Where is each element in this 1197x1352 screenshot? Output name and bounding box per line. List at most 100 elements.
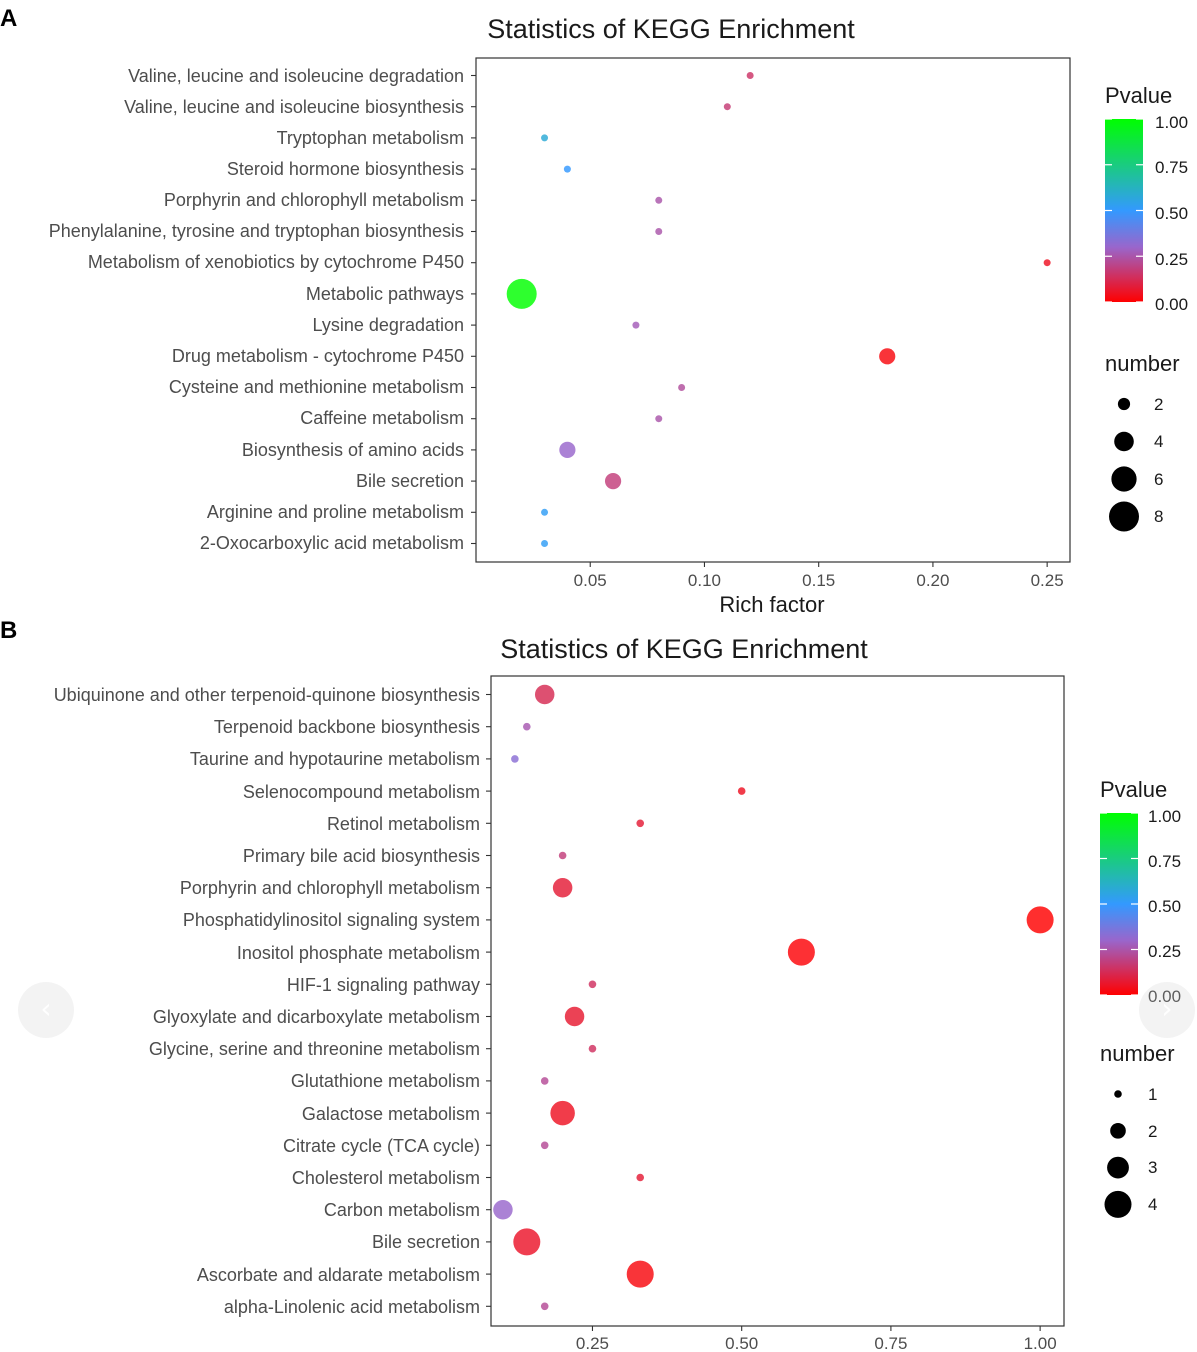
size-legend-label: 6 xyxy=(1154,470,1163,489)
size-legend-label: 3 xyxy=(1148,1158,1157,1177)
number-legend-title: number xyxy=(1100,1041,1175,1066)
size-legend-b xyxy=(1104,1090,1132,1218)
colorbar-labels: 1.00 0.75 0.50 0.25 0.00 xyxy=(1155,113,1188,314)
x-tick-label: 0.25 xyxy=(576,1334,609,1352)
data-point xyxy=(604,473,622,490)
x-axis-label: Rich factor xyxy=(719,592,824,617)
size-legend-dot xyxy=(1109,501,1139,532)
size-legend-dot xyxy=(1117,397,1131,411)
data-point xyxy=(678,384,686,391)
category-labels: Valine, leucine and isoleucine degradati… xyxy=(49,66,464,553)
category-label: Glyoxylate and dicarboxylate metabolism xyxy=(153,1007,480,1027)
data-point xyxy=(513,1228,541,1256)
size-legend-labels: 2 4 6 8 xyxy=(1154,395,1163,526)
category-label: Cholesterol metabolism xyxy=(292,1168,480,1188)
category-label: Metabolic pathways xyxy=(306,284,464,304)
category-labels: Ubiquinone and other terpenoid-quinone b… xyxy=(54,685,480,1317)
category-label: Drug metabolism - cytochrome P450 xyxy=(172,346,464,366)
colorbar-label: 1.00 xyxy=(1155,113,1188,132)
category-label: Terpenoid backbone biosynthesis xyxy=(214,717,480,737)
data-point xyxy=(746,72,754,79)
data-point xyxy=(636,819,645,828)
points-b xyxy=(493,684,1054,1311)
category-label: Glycine, serine and threonine metabolism xyxy=(149,1039,480,1059)
data-point xyxy=(511,755,519,763)
data-point xyxy=(550,1100,575,1126)
category-label: HIF-1 signaling pathway xyxy=(287,975,480,995)
data-point xyxy=(737,787,746,795)
plot-panel xyxy=(490,675,1065,1327)
colorbar-ticks-b xyxy=(1100,812,1138,996)
colorbar-label: 0.75 xyxy=(1155,158,1188,177)
ticks-a xyxy=(471,74,1048,567)
data-point xyxy=(1026,906,1054,934)
category-label: alpha-Linolenic acid metabolism xyxy=(224,1297,480,1317)
data-point xyxy=(588,980,597,989)
data-point xyxy=(506,278,537,309)
category-label: Primary bile acid biosynthesis xyxy=(243,846,480,866)
panel-letter-a: A xyxy=(0,5,17,32)
size-legend-a xyxy=(1109,397,1139,532)
size-legend-labels: 1 2 3 4 xyxy=(1148,1085,1157,1214)
x-tick-label: 0.10 xyxy=(688,571,721,590)
category-label: Glutathione metabolism xyxy=(291,1071,480,1091)
size-legend-dot xyxy=(1107,1156,1129,1179)
previous-image-button[interactable]: ‹ xyxy=(18,982,74,1038)
data-point xyxy=(534,684,555,705)
size-legend-label: 8 xyxy=(1154,507,1163,526)
category-label: 2-Oxocarboxylic acid metabolism xyxy=(200,533,464,553)
data-point xyxy=(540,1302,549,1311)
category-label: Citrate cycle (TCA cycle) xyxy=(283,1136,480,1156)
data-point xyxy=(493,1199,513,1220)
points-a xyxy=(506,72,1051,547)
data-point xyxy=(541,508,549,516)
x-tick-label: 0.20 xyxy=(916,571,949,590)
data-point xyxy=(523,722,531,731)
category-label: Ubiquinone and other terpenoid-quinone b… xyxy=(54,685,480,705)
size-legend-dot xyxy=(1104,1190,1132,1218)
category-label: Phenylalanine, tyrosine and tryptophan b… xyxy=(49,221,464,241)
data-point xyxy=(540,1141,549,1150)
next-image-button[interactable]: › xyxy=(1139,982,1195,1038)
colorbar-labels: 1.00 0.75 0.50 0.25 0.00 xyxy=(1148,807,1181,1006)
size-legend-dot xyxy=(1114,1090,1122,1098)
x-tick-labels: 0.05 0.10 0.15 0.20 0.25 xyxy=(574,571,1064,590)
data-point xyxy=(655,228,663,235)
number-legend-title: number xyxy=(1105,351,1180,376)
colorbar-label: 1.00 xyxy=(1148,807,1181,826)
data-point xyxy=(559,441,576,458)
data-point xyxy=(1043,259,1051,267)
data-point xyxy=(588,1044,597,1053)
category-label: Cysteine and methionine metabolism xyxy=(169,377,464,397)
colorbar-label: 0.50 xyxy=(1155,204,1188,223)
x-tick-label: 0.25 xyxy=(1031,571,1064,590)
x-tick-label: 1.00 xyxy=(1024,1334,1057,1352)
category-label: Caffeine metabolism xyxy=(300,408,464,428)
colorbar-label: 0.75 xyxy=(1148,852,1181,871)
data-point xyxy=(563,165,571,173)
data-point xyxy=(655,196,663,204)
colorbar-label: 0.25 xyxy=(1148,942,1181,961)
colorbar-label: 0.25 xyxy=(1155,250,1188,269)
category-label: Valine, leucine and isoleucine biosynthe… xyxy=(124,97,464,117)
category-label: Porphyrin and chlorophyll metabolism xyxy=(180,878,480,898)
category-label: Bile secretion xyxy=(356,471,464,491)
data-point xyxy=(552,877,573,898)
category-label: Inositol phosphate metabolism xyxy=(237,943,480,963)
data-point xyxy=(632,321,640,329)
x-tick-labels: 0.25 0.50 0.75 1.00 xyxy=(576,1334,1057,1352)
data-point xyxy=(626,1260,654,1288)
data-point xyxy=(541,134,549,142)
colorbar-ticks-a xyxy=(1105,118,1143,303)
x-tick-label: 0.15 xyxy=(802,571,835,590)
size-legend-dot xyxy=(1114,431,1134,452)
category-label: Lysine degradation xyxy=(313,315,464,335)
chevron-right-icon: › xyxy=(1161,992,1173,1025)
size-legend-label: 4 xyxy=(1154,432,1163,451)
data-point xyxy=(879,348,896,365)
size-legend-label: 2 xyxy=(1148,1122,1157,1141)
category-label: Metabolism of xenobiotics by cytochrome … xyxy=(88,252,464,272)
colorbar-label: 0.50 xyxy=(1148,897,1181,916)
ticks-b xyxy=(486,693,1041,1331)
